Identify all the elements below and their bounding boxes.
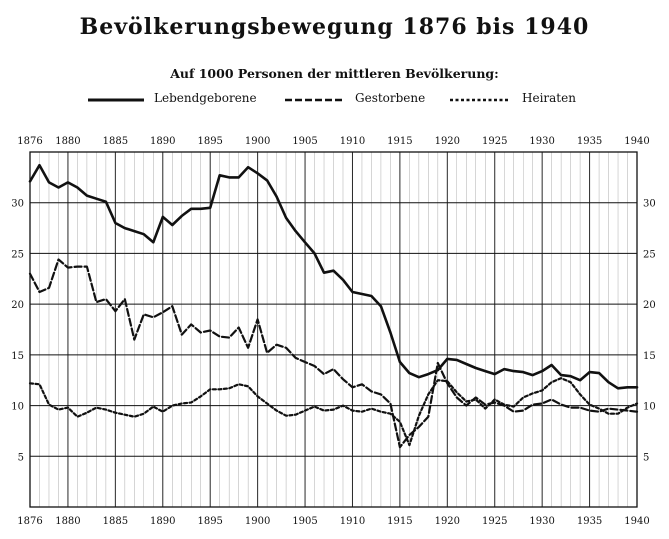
y-tick-label-left: 5	[18, 452, 24, 463]
tick-labels: 1876 1876 1880 1880 1885 1885 1890 1890 1895 1895…	[11, 136, 655, 527]
y-tick-label-left: 20	[11, 300, 24, 311]
x-tick-label-top: 1890	[150, 136, 175, 147]
y-tick-label-right: 10	[643, 402, 656, 413]
x-tick-label-top: 1925	[482, 136, 507, 147]
legend-swatch-live-births	[88, 98, 144, 102]
legend-label-marriages: Heiraten	[522, 91, 576, 105]
series-line-marriages	[28, 377, 639, 447]
y-tick-label-right: 20	[643, 300, 656, 311]
x-tick-label-bottom: 1905	[292, 516, 317, 527]
series-line-live-births	[28, 163, 639, 390]
plot-frame	[29, 151, 638, 508]
y-tick-label-left: 10	[11, 402, 24, 413]
x-tick-label-bottom: 1925	[482, 516, 507, 527]
legend-swatch-marriages	[450, 98, 510, 102]
x-tick-label-top: 1930	[529, 136, 554, 147]
x-tick-label-bottom: 1935	[577, 516, 602, 527]
x-tick-label-top: 1935	[577, 136, 602, 147]
series-layer	[28, 163, 639, 449]
x-tick-label-top: 1895	[197, 136, 222, 147]
x-tick-label-bottom: 1876	[17, 516, 42, 527]
x-tick-label-top: 1880	[55, 136, 80, 147]
x-tick-label-top: 1920	[435, 136, 460, 147]
y-tick-label-left: 30	[11, 199, 24, 210]
legend: Lebendgeborene Gestorbene Heiraten	[0, 90, 669, 110]
legend-item-deaths: Gestorbene	[285, 90, 445, 110]
legend-label-live-births: Lebendgeborene	[154, 91, 257, 105]
y-tick-label-right: 30	[643, 199, 656, 210]
x-tick-label-top: 1915	[387, 136, 412, 147]
x-tick-label-top: 1885	[103, 136, 128, 147]
x-tick-label-bottom: 1885	[103, 516, 128, 527]
x-tick-label-bottom: 1915	[387, 516, 412, 527]
x-tick-label-bottom: 1880	[55, 516, 80, 527]
x-tick-label-top: 1900	[245, 136, 270, 147]
y-tick-label-left: 15	[11, 351, 24, 362]
x-tick-label-bottom: 1930	[529, 516, 554, 527]
y-tick-label-right: 25	[643, 249, 656, 260]
chart-title: Bevölkerungsbewegung 1876 bis 1940	[79, 14, 590, 40]
legend-label-deaths: Gestorbene	[355, 91, 426, 105]
x-tick-label-bottom: 1920	[435, 516, 460, 527]
grid	[29, 152, 638, 507]
chart-subtitle: Auf 1000 Personen der mittleren Bevölker…	[170, 66, 499, 81]
y-tick-label-left: 25	[11, 249, 24, 260]
x-tick-label-bottom: 1910	[340, 516, 365, 527]
x-tick-label-top: 1876	[17, 136, 42, 147]
series-line-deaths	[28, 258, 639, 449]
x-tick-label-top: 1910	[340, 136, 365, 147]
x-tick-label-bottom: 1895	[197, 516, 222, 527]
y-tick-label-right: 15	[643, 351, 656, 362]
x-tick-label-bottom: 1890	[150, 516, 175, 527]
legend-item-marriages: Heiraten	[450, 90, 610, 110]
x-tick-label-top: 1905	[292, 136, 317, 147]
legend-item-live-births: Lebendgeborene	[88, 90, 298, 110]
x-tick-label-bottom: 1900	[245, 516, 270, 527]
x-tick-label-bottom: 1940	[624, 516, 649, 527]
y-tick-label-right: 5	[643, 452, 649, 463]
x-tick-label-top: 1940	[624, 136, 649, 147]
